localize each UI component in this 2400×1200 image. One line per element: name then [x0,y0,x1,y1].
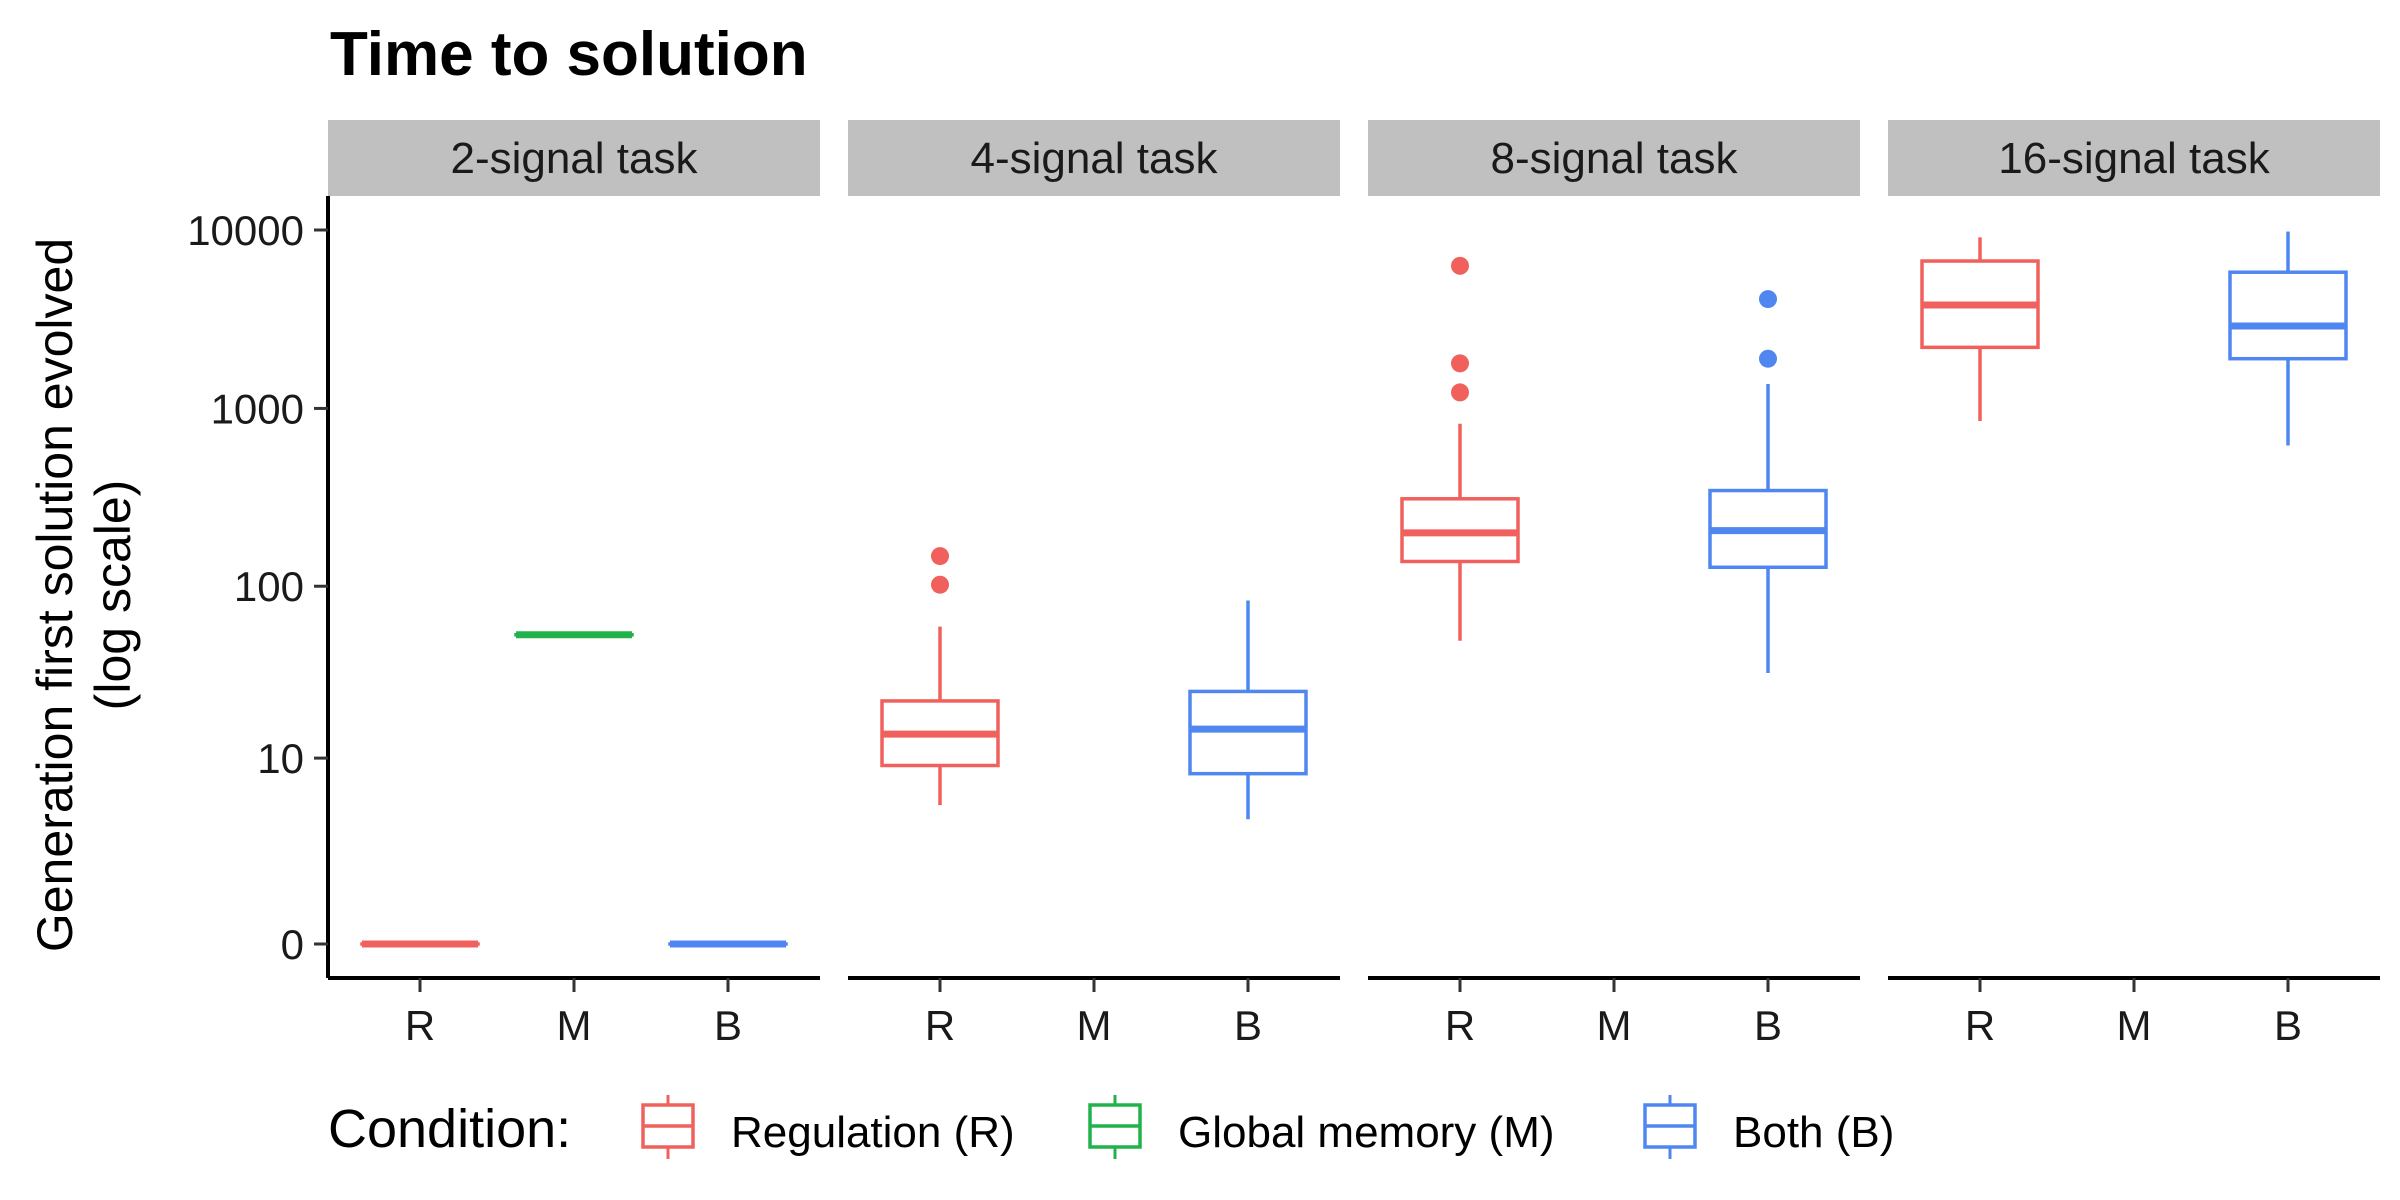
facet-strip-label: 8-signal task [1490,134,1738,183]
boxplot-R [1920,237,2040,422]
x-tick-label: B [2274,1002,2302,1049]
facet-strip [1368,120,1860,196]
facet-panel: 8-signal task R M B [1368,120,1860,1049]
x-tick-label: R [925,1002,955,1049]
y-axis: 0 10 100 1000 10000 [187,196,330,978]
x-tick-label: R [1445,1002,1475,1049]
boxplot-R [1400,256,1520,641]
legend-item-label: Both (B) [1733,1108,1894,1157]
facet-strip-label: 16-signal task [1998,134,2270,183]
x-tick-label: B [1754,1002,1782,1049]
facet-panel: 4-signal task R M B [848,120,1340,1049]
outlier-point [1451,354,1469,373]
outlier-point [1451,383,1469,402]
x-tick-label: M [2117,1002,2152,1049]
legend-item: Both (B) [1643,1095,1894,1159]
boxplot-R [880,547,1000,806]
x-tick-label: B [1234,1002,1262,1049]
outlier-point [931,547,949,566]
facet-strip [1888,120,2380,196]
box [2228,270,2348,361]
legend-item-label: Regulation (R) [731,1108,1015,1157]
facet-panel: 16-signal task R M B [1888,120,2380,1049]
legend-item: Regulation (R) [641,1095,1015,1159]
outlier-point [1451,256,1469,275]
facet-strip-label: 2-signal task [450,134,698,183]
legend-item: Global memory (M) [1088,1095,1555,1159]
x-tick-label: M [557,1002,592,1049]
x-tick-label: R [405,1002,435,1049]
legend-item-label: Global memory (M) [1178,1108,1555,1157]
y-axis-title-line1: Generation first solution evolved [27,238,83,952]
boxplot-B [2228,231,2348,446]
boxplot-B [1708,290,1828,673]
y-tick-label: 100 [234,563,304,610]
facet-strip [848,120,1340,196]
y-tick-label: 1000 [211,385,304,432]
legend-title: Condition: [328,1099,571,1159]
y-tick-label: 10 [257,735,304,782]
outlier-point [1759,290,1777,309]
chart-title: Time to solution [330,20,808,89]
x-tick-label: B [714,1002,742,1049]
facet-strip-label: 4-signal task [970,134,1218,183]
x-tick-label: M [1077,1002,1112,1049]
outlier-point [931,575,949,594]
y-tick-label: 0 [281,921,304,968]
y-tick-label: 10000 [187,207,304,254]
x-tick-label: M [1597,1002,1632,1049]
legend: Condition: Regulation (R) Global memory (M… [328,1095,1894,1159]
facet-strip [328,120,820,196]
y-axis-title-line2: (log scale) [85,480,141,711]
x-tick-label: R [1965,1002,1995,1049]
boxplot-B [1188,600,1308,820]
outlier-point [1759,349,1777,368]
facet-panel: 2-signal task R M B [328,120,820,1049]
y-axis-title: Generation first solution evolved (log s… [27,238,141,952]
